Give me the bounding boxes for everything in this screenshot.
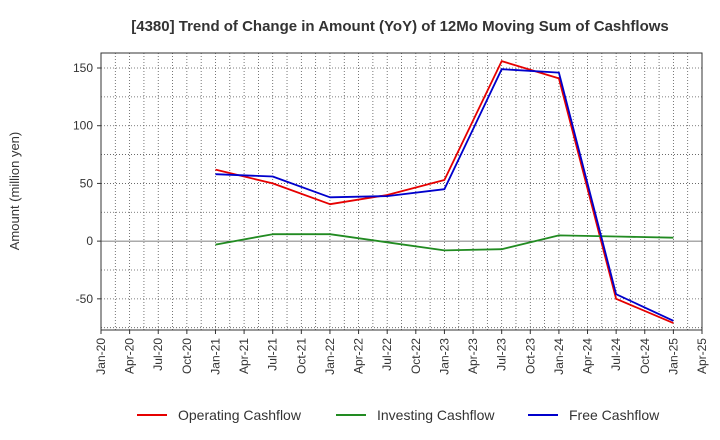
legend-label: Operating Cashflow (178, 407, 302, 423)
x-tick-label: Jul-22 (380, 338, 394, 371)
x-tick-label: Oct-20 (180, 338, 194, 374)
x-tick-label: Jul-20 (151, 338, 165, 371)
x-tick-label: Jan-21 (208, 338, 222, 375)
x-tick-label: Apr-22 (352, 338, 366, 374)
series-line-investing-cashflow (215, 233, 674, 252)
x-tick-label: Oct-22 (409, 338, 423, 374)
x-tick-label: Jul-23 (495, 338, 509, 371)
x-tick-label: Jan-22 (323, 338, 337, 375)
plot-frame (100, 52, 703, 331)
series-line-operating-cashflow (215, 60, 674, 324)
y-ticks-layer: 150 100 50 0 -50 (73, 61, 101, 306)
x-tick-label: Oct-23 (523, 338, 537, 374)
chart-title: [4380] Trend of Change in Amount (YoY) o… (131, 18, 669, 35)
y-tick-label: 150 (73, 61, 93, 75)
legend-label: Investing Cashflow (377, 407, 495, 423)
x-tick-label: Jan-23 (437, 338, 451, 375)
x-tick-label: Jul-21 (266, 338, 280, 371)
legend: Operating Cashflow Investing Cashflow Free… (137, 407, 660, 423)
x-tick-label: Oct-21 (294, 338, 308, 374)
legend-label: Free Cashflow (569, 407, 660, 423)
y-tick-label: -50 (76, 292, 94, 306)
x-tick-label: Apr-23 (466, 338, 480, 374)
x-tick-label: Apr-24 (581, 338, 595, 374)
series-line-free-cashflow (215, 68, 674, 322)
y-axis-label: Amount (million yen) (7, 132, 22, 251)
y-tick-label: 0 (86, 234, 93, 248)
x-tick-label: Jan-24 (552, 338, 566, 375)
x-tick-label: Oct-24 (638, 338, 652, 374)
y-tick-label: 50 (80, 176, 94, 190)
x-tick-label: Apr-20 (123, 338, 137, 374)
y-tick-label: 100 (73, 119, 93, 133)
series-layer (215, 60, 674, 324)
x-ticks-layer: Jan-20 Apr-20 Jul-20 Oct-20 Jan-21 Apr-21 Jul-… (94, 330, 709, 375)
x-tick-label: Jan-20 (94, 338, 108, 375)
x-tick-label: Apr-25 (695, 338, 709, 374)
x-tick-label: Apr-21 (237, 338, 251, 374)
x-tick-label: Jan-25 (666, 338, 680, 375)
x-tick-label: Jul-24 (609, 338, 623, 371)
